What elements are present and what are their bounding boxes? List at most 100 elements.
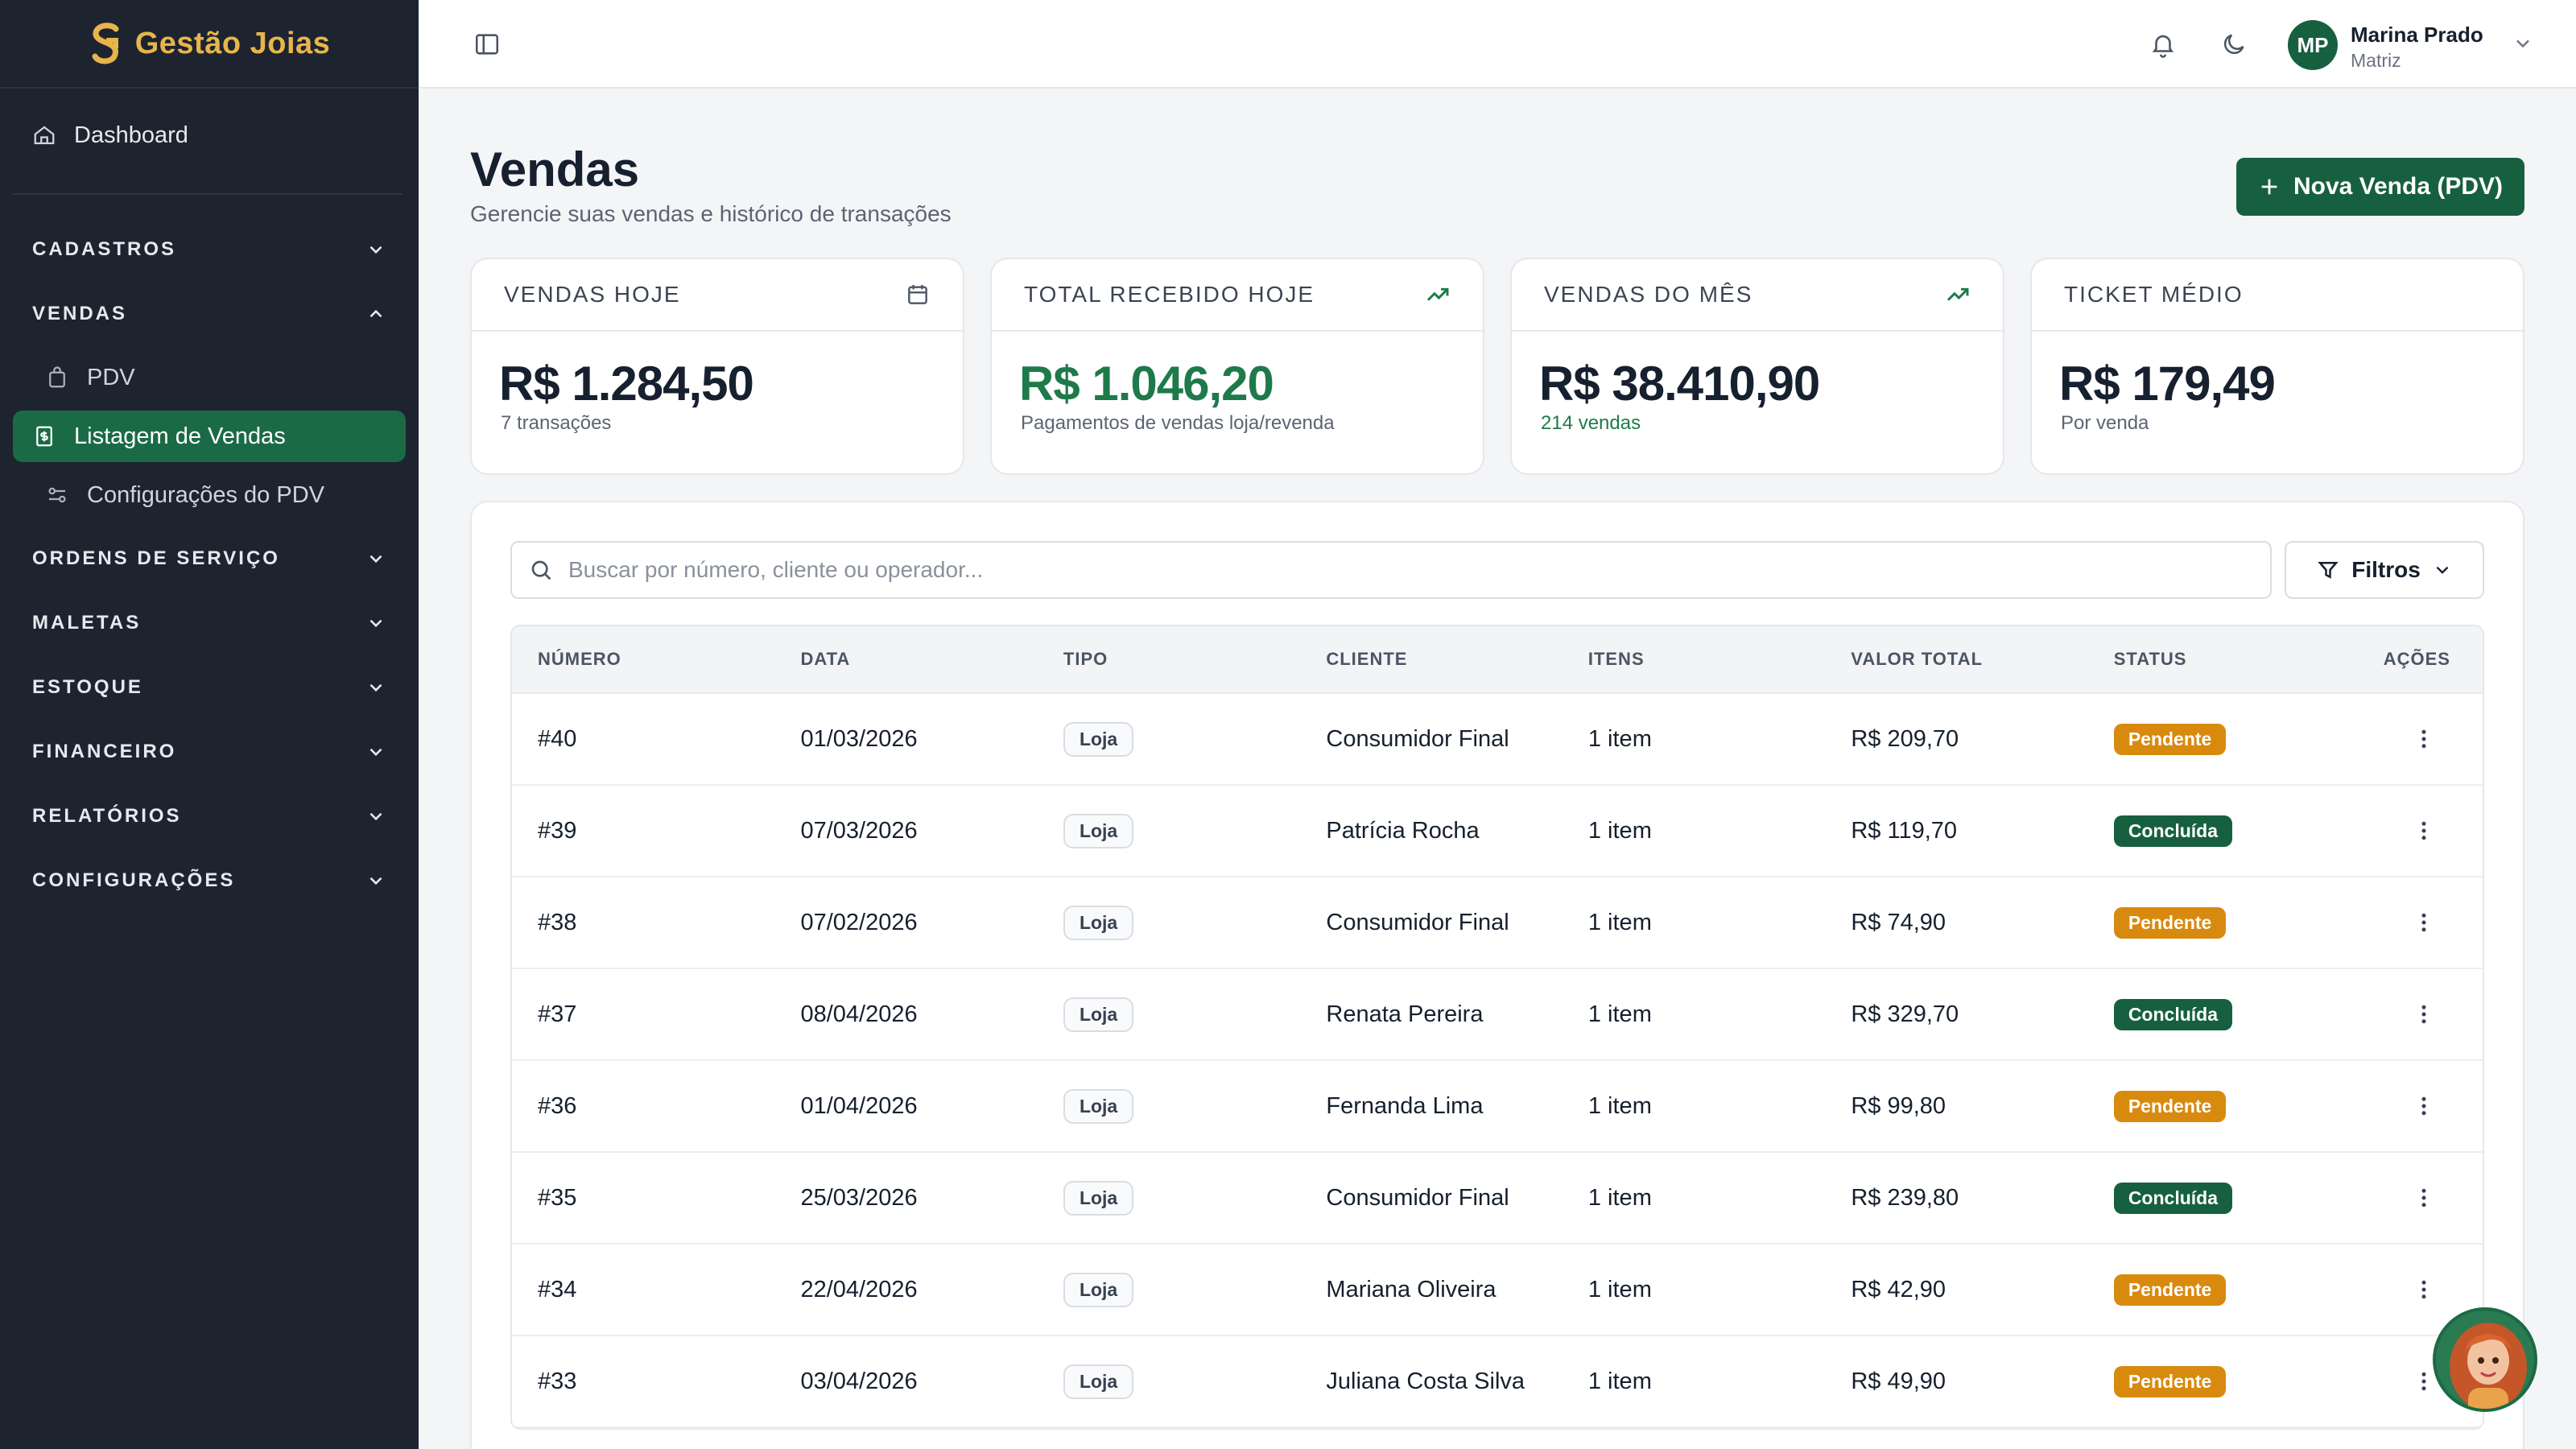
sidebar-group-vendas[interactable]: VENDAS (0, 282, 419, 346)
more-vertical-icon[interactable] (2412, 1186, 2436, 1210)
cell-data: 01/03/2026 (774, 726, 1037, 753)
sidebar-toggle-icon[interactable] (473, 31, 501, 58)
cell-itens: 1 item (1563, 1093, 1825, 1120)
column-header[interactable]: STATUS (2113, 649, 2187, 669)
cell-cliente: Fernanda Lima (1300, 1093, 1562, 1120)
table-row[interactable]: #36 01/04/2026 Loja Fernanda Lima 1 item R$ 9… (512, 1061, 2483, 1153)
more-vertical-icon[interactable] (2412, 1278, 2436, 1302)
more-vertical-icon[interactable] (2412, 910, 2436, 935)
column-header[interactable]: TIPO (1063, 649, 1108, 669)
brand[interactable]: Gestão Joias (0, 0, 419, 89)
page-subtitle: Gerencie suas vendas e histórico de tran… (470, 201, 952, 226)
column-header[interactable]: DATA (800, 649, 851, 669)
trending-up-icon (1426, 287, 1449, 301)
sidebar-group-relatorios[interactable]: RELATÓRIOS (0, 784, 419, 848)
card-value: R$ 38.410,90 (1539, 357, 1820, 411)
table-row[interactable]: #37 08/04/2026 Loja Renata Pereira 1 item R$ … (512, 969, 2483, 1061)
cell-status: Concluída (2088, 998, 2351, 1030)
card-note: Por venda (2061, 412, 2149, 434)
trending-up-icon (1946, 287, 1969, 301)
shopping-bag-icon (49, 366, 65, 388)
table-row[interactable]: #34 22/04/2026 Loja Mariana Oliveira 1 item R… (512, 1245, 2483, 1336)
more-vertical-icon[interactable] (2412, 1094, 2436, 1118)
cell-itens-text: 1 item (1587, 909, 1652, 935)
table-row[interactable]: #40 01/03/2026 Loja Consumidor Final 1 item R… (512, 694, 2483, 786)
cell-valor-text: R$ 209,70 (1851, 725, 1959, 752)
cell-itens-text: 1 item (1587, 1276, 1652, 1302)
cell-cliente-text: Fernanda Lima (1326, 1092, 1484, 1119)
page-title: Vendas (470, 142, 640, 196)
sidebar-group-maletas[interactable]: MALETAS (0, 591, 419, 655)
status-badge: Concluída (2113, 815, 2232, 847)
sidebar-group-ordens[interactable]: ORDENS DE SERVIÇO (0, 526, 419, 591)
type-badge: Loja (1063, 905, 1134, 940)
more-vertical-icon[interactable] (2412, 1002, 2436, 1026)
cell-numero: #34 (512, 1277, 774, 1303)
cell-acoes (2351, 1002, 2483, 1026)
column-header[interactable]: VALOR TOTAL (1851, 649, 1984, 669)
status-badge: Concluída (2113, 998, 2232, 1030)
card-label: VENDAS HOJE (504, 282, 681, 307)
table-row[interactable]: #35 25/03/2026 Loja Consumidor Final 1 item R… (512, 1153, 2483, 1245)
assistant-avatar[interactable] (2433, 1307, 2537, 1412)
column-header[interactable]: NÚMERO (538, 649, 621, 669)
cell-tipo: Loja (1038, 1088, 1300, 1124)
column-header[interactable]: CLIENTE (1326, 649, 1408, 669)
sidebar-item-dashboard[interactable]: Dashboard (0, 89, 419, 182)
cell-cliente-text: Consumidor Final (1326, 909, 1509, 935)
sidebar-item-listagem-vendas[interactable]: Listagem de Vendas (13, 411, 406, 462)
cell-itens: 1 item (1563, 1368, 1825, 1395)
sidebar-group-cadastros[interactable]: CADASTROS (0, 217, 419, 282)
column-header[interactable]: ITENS (1587, 649, 1645, 669)
chevron-down-icon (369, 812, 382, 821)
cell-itens: 1 item (1563, 818, 1825, 844)
cell-numero-text: #40 (538, 725, 577, 752)
cell-itens-text: 1 item (1587, 1001, 1652, 1027)
cell-itens: 1 item (1563, 1001, 1825, 1028)
more-vertical-icon[interactable] (2412, 727, 2436, 751)
cell-tipo: Loja (1038, 997, 1300, 1032)
table-row[interactable]: #39 07/03/2026 Loja Patrícia Rocha 1 item R$ … (512, 786, 2483, 877)
cell-numero: #40 (512, 726, 774, 753)
cell-data: 01/04/2026 (774, 1093, 1037, 1120)
cell-status: Pendente (2088, 906, 2351, 939)
status-badge: Pendente (2113, 906, 2227, 939)
chevron-down-icon[interactable] (2512, 32, 2534, 55)
column-header: AÇÕES (2383, 649, 2450, 669)
sidebar-group-estoque[interactable]: ESTOQUE (0, 655, 419, 720)
cell-cliente-text: Renata Pereira (1326, 1001, 1484, 1027)
cell-numero: #36 (512, 1093, 774, 1120)
home-icon (34, 126, 55, 145)
assistant-avatar-icon (2436, 1311, 2534, 1409)
cell-valor: R$ 74,90 (1825, 910, 2087, 936)
table-row[interactable]: #33 03/04/2026 Loja Juliana Costa Silva 1 it… (512, 1336, 2483, 1428)
cell-numero-text: #35 (538, 1184, 577, 1211)
sidebar-item-label: Dashboard (74, 122, 188, 148)
filters-button[interactable]: Filtros (2285, 541, 2484, 599)
settings-sliders-icon (48, 487, 66, 503)
sidebar-item-pdv[interactable]: PDV (13, 346, 406, 409)
more-vertical-icon[interactable] (2412, 819, 2436, 843)
cell-tipo: Loja (1038, 905, 1300, 940)
avatar[interactable]: MP (2288, 20, 2338, 70)
status-badge: Pendente (2113, 1365, 2227, 1397)
cell-cliente: Patrícia Rocha (1300, 818, 1562, 844)
cell-data: 22/04/2026 (774, 1277, 1037, 1303)
new-sale-button[interactable]: Nova Venda (PDV) (2236, 158, 2524, 216)
sidebar-group-label: ORDENS DE SERVIÇO (32, 547, 280, 569)
type-badge: Loja (1063, 813, 1134, 848)
bell-icon[interactable] (2149, 31, 2177, 58)
more-vertical-icon[interactable] (2412, 1369, 2436, 1393)
card-label: TICKET MÉDIO (2064, 282, 2244, 307)
cell-tipo: Loja (1038, 813, 1300, 848)
sidebar-group-configuracoes[interactable]: CONFIGURAÇÕES (0, 848, 419, 913)
sidebar-group-financeiro[interactable]: FINANCEIRO (0, 720, 419, 784)
search-input[interactable] (568, 557, 2178, 583)
type-badge: Loja (1063, 1364, 1134, 1399)
sidebar-item-config-pdv[interactable]: Configurações do PDV (13, 464, 406, 526)
table-row[interactable]: #38 07/02/2026 Loja Consumidor Final 1 item R… (512, 877, 2483, 969)
moon-icon[interactable] (2220, 31, 2248, 58)
search-box[interactable] (510, 541, 2272, 599)
user-name[interactable]: Marina Prado (2351, 23, 2483, 47)
cell-valor: R$ 49,90 (1825, 1368, 2087, 1395)
